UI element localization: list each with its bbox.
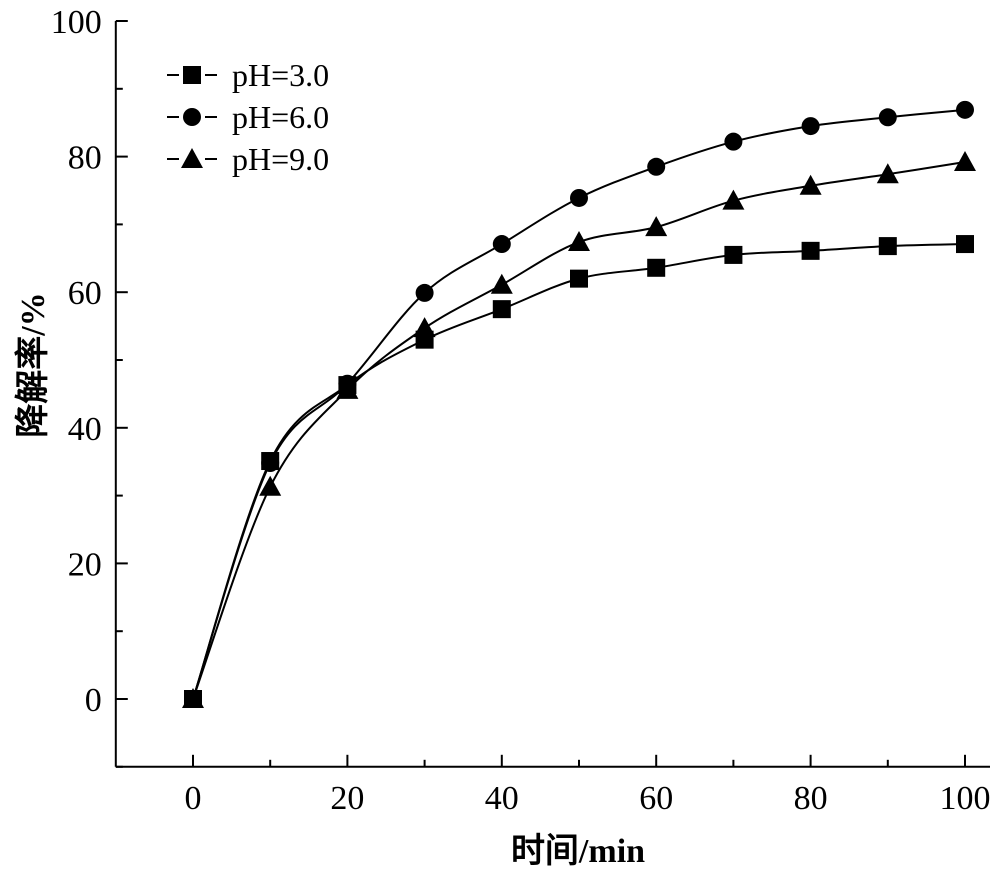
y-tick-label: 100 [51,4,102,41]
y-tick-label: 80 [68,140,102,177]
x-tick-label: 80 [794,780,828,817]
circle-marker [415,283,434,302]
square-marker [956,235,974,254]
triangle-marker [645,216,668,237]
circle-marker [724,132,743,151]
legend-item: pH=9.0 [167,141,329,177]
triangle-marker [182,688,204,708]
legend-label: pH=3.0 [232,57,329,93]
triangle-marker [181,148,203,168]
y-tick-label: 0 [85,682,102,719]
x-tick-label: 40 [485,780,519,817]
legend-item: pH=6.0 [167,99,329,135]
triangle-marker [722,189,745,210]
circle-marker [570,188,588,207]
series-ph-6-0 [184,100,974,708]
triangle-marker [413,317,436,338]
square-marker [647,258,666,277]
circle-marker [261,454,280,473]
y-tick-label: 40 [68,411,102,448]
triangle-marker [568,231,590,252]
triangle-marker [336,378,359,399]
triangle-marker [954,151,976,172]
legend-label: pH=9.0 [232,141,329,177]
square-marker [801,241,820,260]
y-axis-label: 降解率/% [14,292,52,437]
circle-marker [183,108,201,126]
circle-marker [878,108,897,127]
circle-marker [492,235,511,254]
legend: pH=3.0 pH=6.0 pH=9.0 [167,57,329,177]
square-marker [492,300,511,319]
square-marker [724,245,743,264]
x-tick-label: 60 [639,780,673,817]
circle-marker [956,100,974,119]
triangle-marker [259,475,282,496]
circle-marker [801,117,820,136]
series-ph-9-0 [182,151,976,708]
x-tick-label: 100 [940,780,991,817]
series-group [182,100,976,708]
series-ph-3-0 [184,235,974,708]
triangle-marker [876,163,899,184]
square-marker [183,66,201,84]
circle-marker [647,157,666,176]
legend-item: pH=3.0 [167,57,329,93]
triangle-marker [799,174,822,195]
x-tick-label: 20 [330,780,364,817]
y-tick-label: 20 [68,546,102,583]
series-line [192,243,966,700]
square-marker [570,269,588,288]
x-tick-label: 0 [185,780,202,817]
axes: 0 20 40 60 80 100 0 20 40 60 80 100 [51,4,991,817]
square-marker [878,237,897,256]
y-tick-label: 60 [68,275,102,312]
legend-label: pH=6.0 [232,99,329,135]
triangle-marker [490,273,513,294]
x-axis-label: 时间/min [511,832,645,870]
